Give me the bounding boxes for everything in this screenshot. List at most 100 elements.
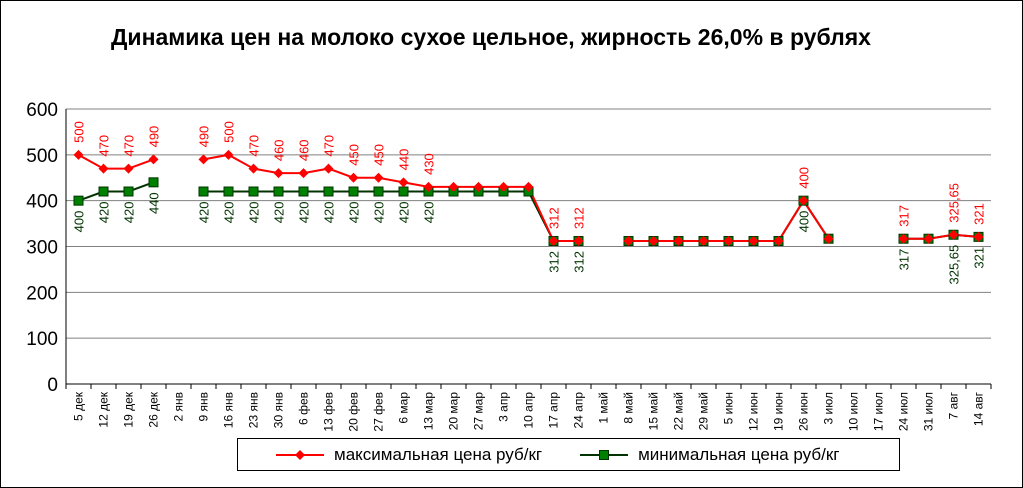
- min-point: [248, 186, 259, 197]
- x-tick-label: 12 июн: [747, 392, 761, 431]
- x-tick-label: 16 янв: [222, 392, 236, 428]
- min-point: [373, 186, 384, 197]
- max-data-label: 470: [97, 135, 112, 157]
- max-data-label: 312: [547, 207, 562, 229]
- max-data-label: 460: [297, 139, 312, 161]
- x-tick-label: 23 янв: [247, 392, 261, 428]
- x-tick-label: 10 июл: [847, 392, 861, 431]
- x-tick-label: 14 авг: [972, 391, 986, 426]
- max-point: [623, 236, 634, 246]
- max-point: [123, 163, 134, 174]
- legend-label-max: максимальная цена руб/кг: [334, 444, 543, 464]
- min-data-label: 420: [247, 202, 262, 224]
- min-point: [123, 186, 134, 197]
- chart-title: Динамика цен на молоко сухое цельное, жи…: [111, 24, 871, 50]
- max-point: [473, 181, 484, 192]
- x-tick-label: 6 мар: [397, 392, 411, 424]
- min-point: [398, 186, 409, 197]
- legend-item-min: минимальная цена руб/кг: [578, 445, 839, 465]
- x-tick-label: 3 июл: [822, 392, 836, 424]
- max-point: [373, 172, 384, 183]
- min-data-label: 420: [422, 202, 437, 224]
- x-tick-label: 5 дек: [72, 391, 86, 421]
- x-tick-label: 26 июн: [797, 392, 811, 431]
- y-tick-label: 0: [47, 375, 58, 396]
- min-point: [348, 186, 359, 197]
- x-tick-label: 20 фев: [347, 392, 361, 432]
- min-data-label: 321: [972, 247, 987, 269]
- x-tick-label: 13 фев: [322, 392, 336, 432]
- series-line-min: [78, 181, 154, 202]
- max-data-label: 490: [197, 126, 212, 148]
- max-data-label: 470: [247, 135, 262, 157]
- legend-item-max: максимальная цена руб/кг: [274, 445, 542, 465]
- max-data-label: 470: [122, 135, 137, 157]
- max-point: [798, 195, 809, 206]
- max-point: [348, 172, 359, 183]
- max-point: [898, 233, 909, 244]
- x-tick-label: 24 июл: [897, 392, 911, 431]
- min-data-label: 420: [397, 202, 412, 224]
- max-point: [923, 233, 934, 244]
- max-data-label: 440: [397, 149, 412, 171]
- min-data-label: 312: [547, 251, 562, 273]
- min-data-label: 420: [272, 202, 287, 224]
- y-tick-label: 600: [26, 100, 58, 121]
- x-tick-label: 13 мар: [422, 392, 436, 431]
- series-line-min: [203, 190, 579, 242]
- x-tick-label: 27 фев: [372, 392, 386, 432]
- x-tick-label: 7 авг: [947, 391, 961, 419]
- max-point: [323, 163, 334, 174]
- max-point: [723, 236, 734, 246]
- max-data-label: 490: [147, 126, 162, 148]
- min-data-label: 325,65: [947, 245, 962, 285]
- x-tick-label: 26 дек: [147, 391, 161, 427]
- min-data-label: 317: [897, 249, 912, 271]
- min-data-label: 420: [197, 202, 212, 224]
- y-tick-label: 100: [26, 329, 58, 350]
- y-tick-label: 300: [26, 238, 58, 259]
- max-data-label: 321: [972, 203, 987, 225]
- x-tick-label: 17 апр: [547, 392, 561, 429]
- max-point: [223, 149, 234, 160]
- x-tick-label: 1 май: [597, 392, 611, 424]
- min-point: [298, 186, 309, 197]
- x-tick-label: 19 июн: [772, 392, 786, 431]
- max-point: [573, 236, 584, 246]
- max-data-label: 470: [322, 135, 337, 157]
- max-point: [398, 177, 409, 188]
- max-data-label: 325,65: [947, 183, 962, 223]
- max-point: [498, 181, 509, 192]
- min-data-label: 420: [347, 202, 362, 224]
- y-tick-label: 500: [26, 146, 58, 167]
- max-data-label: 430: [422, 153, 437, 175]
- x-tick-label: 9 янв: [197, 392, 211, 422]
- legend-swatch-max: [276, 449, 324, 460]
- min-point: [223, 186, 234, 197]
- min-point: [73, 195, 84, 206]
- max-point: [648, 236, 659, 246]
- x-tick-label: 15 май: [647, 392, 661, 430]
- x-tick-label: 10 апр: [522, 392, 536, 429]
- x-tick-label: 17 июл: [872, 392, 886, 431]
- min-data-label: 420: [222, 202, 237, 224]
- max-point: [198, 154, 209, 165]
- x-tick-label: 31 июл: [922, 392, 936, 431]
- series-line-max: [78, 153, 154, 170]
- min-data-label: 312: [572, 251, 587, 273]
- y-tick-label: 200: [26, 283, 58, 304]
- x-tick-label: 20 мар: [447, 392, 461, 431]
- legend-label-min: минимальная цена руб/кг: [638, 444, 840, 464]
- max-point: [823, 233, 834, 244]
- max-point: [248, 163, 259, 174]
- min-point: [273, 186, 284, 197]
- max-data-label: 400: [797, 167, 812, 189]
- min-point: [323, 186, 334, 197]
- min-data-label: 420: [122, 202, 137, 224]
- max-point: [698, 236, 709, 246]
- max-data-label: 500: [72, 121, 87, 143]
- min-data-label: 420: [322, 202, 337, 224]
- min-data-label: 440: [147, 192, 162, 214]
- x-tick-label: 2 янв: [172, 392, 186, 422]
- y-tick-label: 400: [26, 192, 58, 213]
